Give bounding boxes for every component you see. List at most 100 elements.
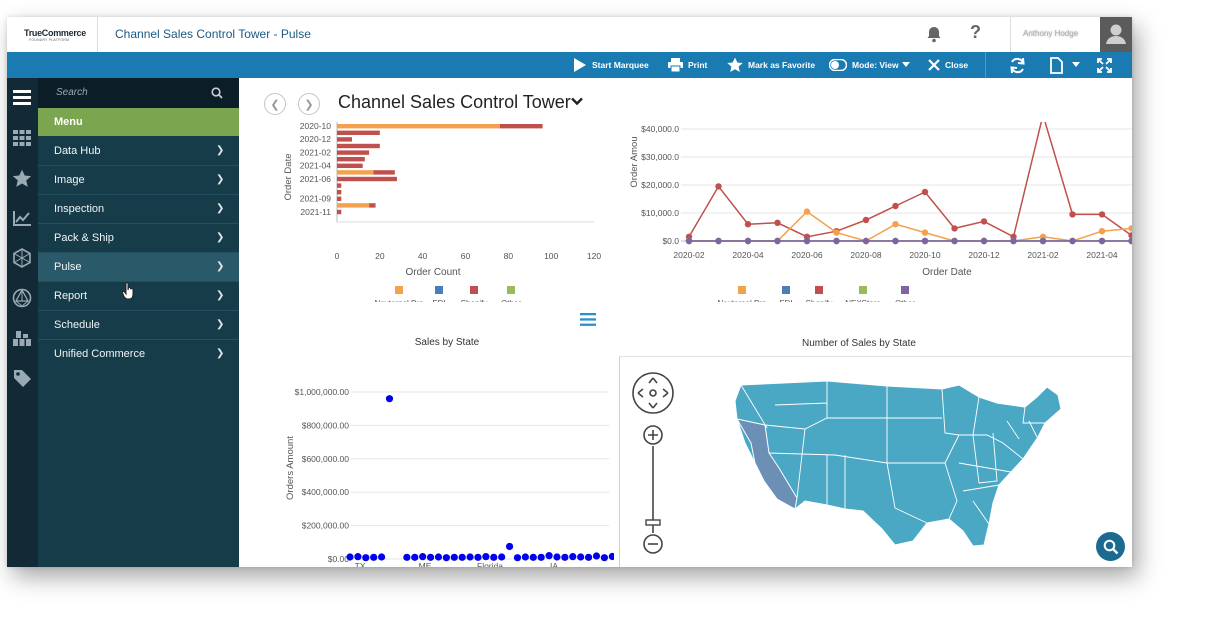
chart3-point[interactable] [592,552,601,560]
chart1-bar[interactable] [337,130,380,135]
chart1-bar[interactable] [337,183,342,188]
chart1-bar[interactable] [373,170,395,175]
chart1-bar[interactable] [499,124,543,129]
chart3-point[interactable] [450,553,458,561]
chart3-point[interactable] [385,395,394,403]
chart3-point[interactable] [521,553,529,561]
chart3-point[interactable] [608,552,614,561]
user-menu[interactable] [1010,17,1101,52]
chart3-point[interactable] [411,553,419,561]
dashboard-title[interactable]: Channel Sales Control Tower [338,92,571,112]
chart2-point[interactable] [715,183,722,190]
chart2-point[interactable] [774,219,781,226]
avatar[interactable] [1100,17,1132,52]
us-states-map[interactable] [727,373,1067,558]
apps-grid-icon[interactable] [11,127,33,149]
menu-item-pulse[interactable]: Pulse ❯ [38,253,239,282]
app-logo[interactable]: TrueCommerce FOUNDRY PLATFORM [7,17,98,52]
chart3-point[interactable] [419,553,427,561]
chart2-point[interactable] [774,237,781,245]
chart3-point[interactable] [498,553,506,561]
close-button[interactable]: Close [928,52,968,78]
chart3-point[interactable] [490,553,498,561]
chart2-point[interactable] [1098,228,1106,235]
zoom-handle[interactable] [645,519,661,526]
chart2-point[interactable] [1010,237,1017,245]
line-chart-icon[interactable] [11,207,33,229]
chart1-bar[interactable] [337,137,352,142]
username-label[interactable]: Anthony Hodge [1023,29,1079,38]
star-icon[interactable] [11,167,33,189]
menu-item-pack-ship[interactable]: Pack & Ship ❯ [38,224,239,253]
chart3-point[interactable] [466,553,474,561]
chart1-bar[interactable] [337,150,370,155]
search-input[interactable] [54,86,208,99]
chart2-point[interactable] [921,229,929,236]
chart2-point[interactable] [951,225,958,232]
bell-icon[interactable] [925,25,945,45]
chart1-bar[interactable] [337,143,380,149]
chart1-bar[interactable] [337,170,374,175]
chart3-point[interactable] [577,553,585,561]
boxes-icon[interactable] [11,327,33,349]
back-button[interactable]: ❮ [264,93,286,115]
mode-dropdown[interactable]: Mode: View [829,52,915,78]
chart3-point[interactable] [378,553,386,561]
chart2-legend-label[interactable]: Other [895,299,915,302]
chart1-bar[interactable] [337,157,365,162]
chart3-point[interactable] [537,553,545,561]
chart1-legend-label[interactable]: Shopify [461,299,488,302]
chart3-point[interactable] [553,553,561,561]
refresh-button[interactable] [1009,52,1031,78]
chart1-bar[interactable] [337,163,363,168]
chart2-point[interactable] [803,208,811,215]
chart2-point[interactable] [1098,237,1106,245]
chart1-legend-label[interactable]: Other [501,299,521,302]
start-marquee-button[interactable]: Start Marquee [573,52,649,78]
polyhedron-icon[interactable] [11,287,33,309]
menu-item-report[interactable]: Report ❯ [38,282,239,311]
pan-control-icon[interactable] [631,371,675,415]
chart3-point[interactable] [569,553,577,561]
chart2-point[interactable] [862,216,870,224]
chart2-point[interactable] [833,237,840,245]
chart2-point[interactable] [744,237,752,245]
chart3-point[interactable] [346,553,354,561]
california-state[interactable] [735,418,798,510]
menu-item-schedule[interactable]: Schedule ❯ [38,311,239,340]
chart3-point[interactable] [403,553,411,561]
chart2-legend-label[interactable]: Shopify [806,299,833,302]
chart2-series-line[interactable] [689,210,1132,242]
chart3-point[interactable] [354,553,362,561]
chart2-point[interactable] [1128,225,1132,232]
export-dropdown[interactable] [1050,52,1085,78]
chart2-point[interactable] [1128,232,1132,239]
menu-item-inspection[interactable]: Inspection ❯ [38,195,239,224]
chart2-point[interactable] [862,237,870,245]
menu-item-data-hub[interactable]: Data Hub ❯ [38,137,239,166]
chart3-point[interactable] [434,553,443,561]
chart1-bar[interactable] [337,124,500,129]
chart2-legend-label[interactable]: EDI [779,299,792,302]
chart3-point[interactable] [584,553,593,561]
chart2-point[interactable] [892,202,899,210]
chart2-point[interactable] [921,237,929,245]
hamburger-icon[interactable] [11,86,33,108]
print-button[interactable]: Print [668,52,707,78]
chart1-bar[interactable] [337,176,397,182]
chart1-bar[interactable] [337,209,342,215]
chart2-point[interactable] [744,221,752,228]
chart3-point[interactable] [370,553,378,561]
chart3-point[interactable] [529,553,537,561]
search-fab[interactable] [1096,532,1125,561]
chart3-point[interactable] [482,553,490,561]
chevron-down-icon[interactable] [571,97,583,106]
chart1-bar[interactable] [369,203,376,208]
chart1-bar[interactable] [337,190,342,195]
chart2-point[interactable] [1069,237,1076,245]
chart2-point[interactable] [951,237,958,245]
chart1-legend-label[interactable]: Nexternal Pro [375,299,424,302]
chart3-point[interactable] [426,553,435,561]
chart2-point[interactable] [892,221,899,228]
chart2-legend-label[interactable]: NEXStore [845,299,881,302]
